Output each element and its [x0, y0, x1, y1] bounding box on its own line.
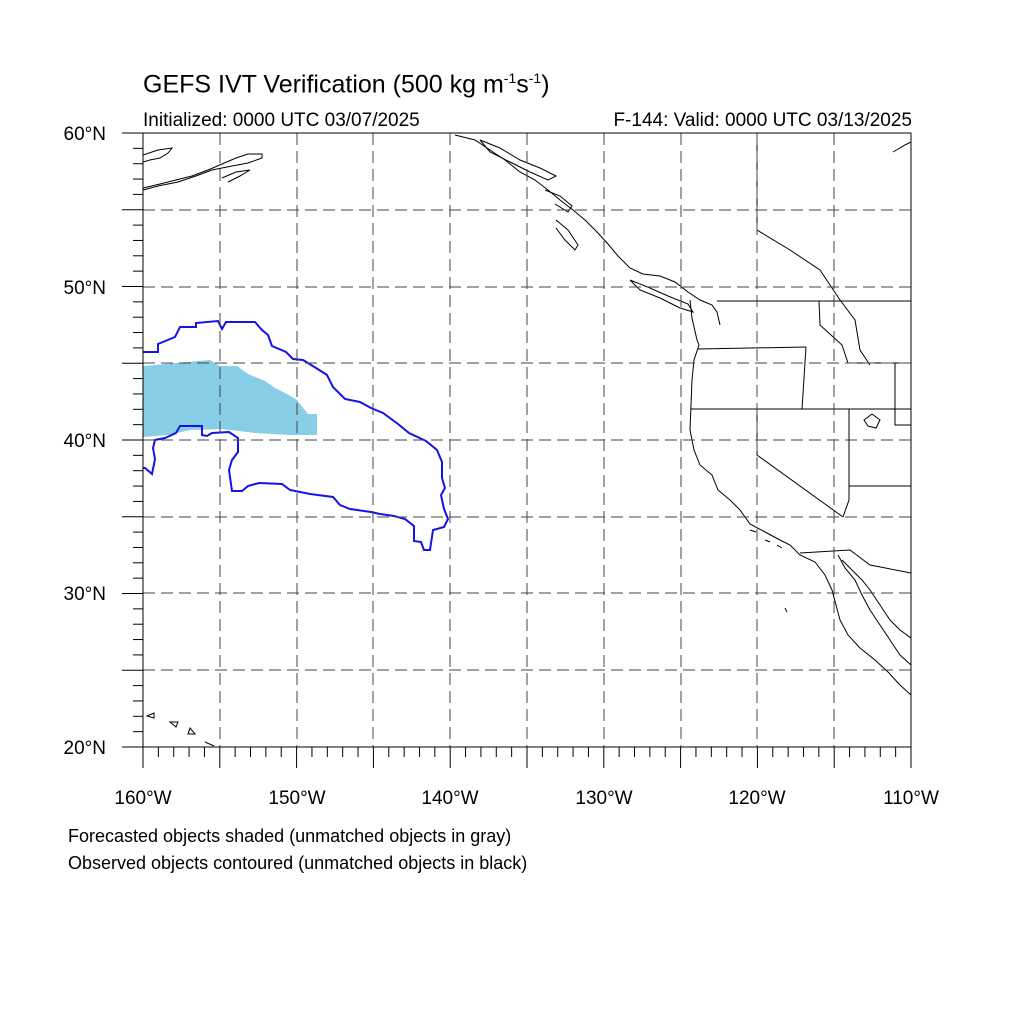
lon-label-140w: 140°W: [421, 788, 478, 809]
political-boundaries: [691, 133, 911, 574]
initialized-time: Initialized: 0000 UTC 03/07/2025: [143, 110, 420, 131]
lat-label-20n: 20°N: [64, 738, 106, 759]
lon-label-160w: 160°W: [114, 788, 171, 809]
footnote-observed: Observed objects contoured (unmatched ob…: [68, 853, 528, 873]
map-title: GEFS IVT Verification (500 kg m-1s-1): [143, 70, 550, 99]
footnote-forecast: Forecasted objects shaded (unmatched obj…: [68, 826, 512, 846]
lat-label-50n: 50°N: [64, 278, 106, 299]
graticule: [143, 133, 911, 747]
coastlines: [143, 134, 911, 747]
axis-ticks: [122, 132, 912, 768]
observed-object-contour: [143, 319, 450, 551]
lat-label-30n: 30°N: [64, 584, 106, 605]
lon-label-150w: 150°W: [268, 788, 325, 809]
lon-label-120w: 120°W: [728, 788, 785, 809]
valid-time: F-144: Valid: 0000 UTC 03/13/2025: [613, 110, 912, 131]
forecast-object-shade: [143, 360, 317, 437]
lon-label-110w: 110°W: [883, 788, 939, 809]
lon-label-130w: 130°W: [575, 788, 632, 809]
lat-label-60n: 60°N: [64, 124, 106, 145]
lat-label-40n: 40°N: [64, 431, 106, 452]
